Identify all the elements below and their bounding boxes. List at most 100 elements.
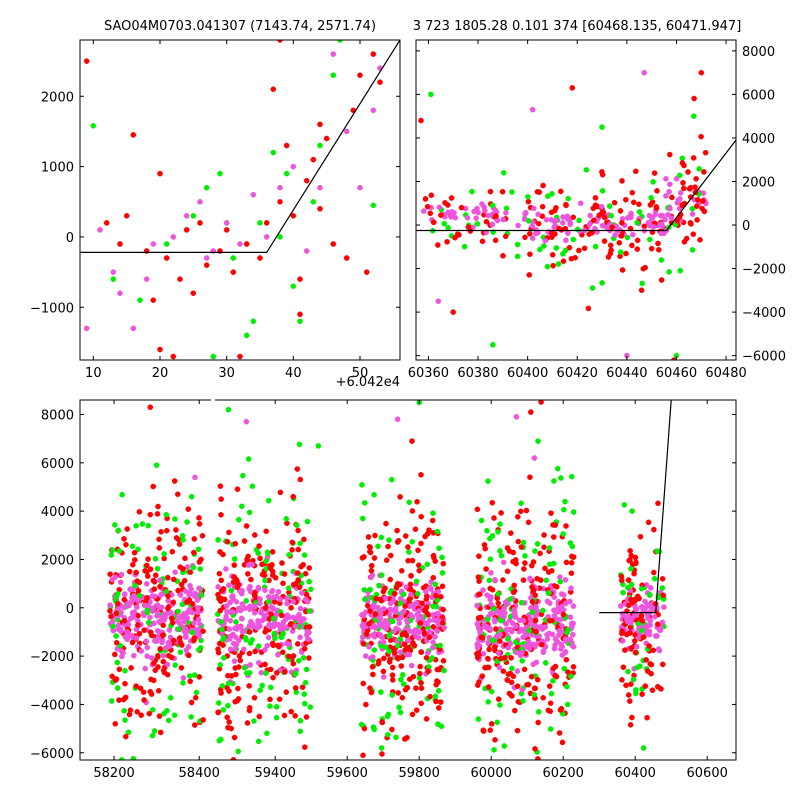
data-point — [474, 654, 481, 661]
data-point — [246, 586, 253, 592]
data-point — [124, 526, 130, 532]
data-point — [323, 135, 330, 142]
data-point — [514, 727, 521, 734]
data-point — [662, 216, 668, 223]
data-point — [147, 511, 154, 518]
data-point — [294, 641, 301, 647]
data-point — [406, 549, 412, 555]
x-tick-label: 60600 — [687, 766, 728, 781]
data-point — [429, 517, 436, 524]
y-tick-label: −4000 — [742, 306, 786, 321]
data-point — [525, 198, 532, 205]
data-point — [681, 185, 687, 192]
data-point — [409, 711, 416, 718]
data-point — [646, 602, 653, 609]
data-point — [458, 204, 465, 211]
data-point — [230, 593, 236, 599]
data-point — [655, 500, 661, 507]
data-point — [644, 668, 651, 675]
data-point — [251, 610, 258, 616]
data-point — [217, 483, 224, 489]
data-point — [297, 311, 303, 318]
data-point — [514, 241, 521, 248]
data-point — [183, 212, 190, 219]
data-point — [440, 658, 447, 664]
data-point — [654, 605, 660, 611]
data-point — [507, 530, 514, 536]
data-point — [110, 618, 116, 625]
data-point — [251, 718, 257, 724]
data-point — [636, 595, 642, 602]
data-point — [497, 702, 503, 708]
data-point — [241, 664, 248, 671]
data-point — [119, 648, 125, 655]
data-point — [485, 699, 492, 705]
data-point — [416, 567, 423, 574]
data-point — [130, 755, 137, 760]
data-point — [241, 538, 248, 544]
data-point — [136, 630, 143, 637]
data-point — [298, 590, 305, 596]
data-point — [549, 251, 556, 258]
data-point — [653, 203, 660, 210]
data-point — [442, 199, 448, 206]
data-point — [435, 611, 442, 618]
data-point — [628, 681, 634, 688]
data-point — [256, 713, 263, 720]
data-point — [153, 462, 160, 469]
data-point — [433, 698, 439, 705]
data-point — [464, 214, 471, 221]
data-point — [269, 549, 276, 555]
data-point — [599, 124, 605, 130]
data-point — [526, 218, 532, 224]
data-point — [674, 199, 681, 206]
data-point — [620, 638, 626, 644]
data-point — [220, 655, 227, 661]
data-point — [148, 655, 155, 661]
data-point — [377, 596, 383, 603]
data-point — [128, 599, 135, 605]
data-point — [398, 663, 405, 669]
data-point — [475, 716, 482, 722]
y-tick-label: 2000 — [742, 175, 775, 190]
data-point — [611, 199, 618, 206]
data-point — [508, 628, 515, 635]
data-point — [196, 621, 203, 628]
data-point — [301, 552, 308, 558]
data-point — [246, 629, 253, 635]
data-point — [551, 224, 557, 230]
data-point — [229, 609, 236, 615]
data-point — [492, 207, 498, 213]
data-point — [429, 644, 436, 651]
data-point — [690, 231, 697, 237]
x-tick-label: 60360 — [408, 366, 449, 381]
data-point — [257, 596, 263, 602]
data-point — [608, 212, 615, 219]
data-point — [563, 201, 569, 208]
data-point — [224, 539, 231, 545]
plot-frame — [415, 39, 737, 361]
data-point — [518, 508, 524, 515]
data-point — [501, 743, 508, 749]
data-point — [277, 489, 284, 496]
data-point — [223, 566, 229, 572]
data-point — [244, 571, 251, 577]
data-point — [469, 188, 475, 195]
data-point — [146, 710, 153, 717]
data-point — [262, 577, 268, 584]
data-point — [403, 625, 410, 632]
data-point — [648, 245, 655, 252]
data-point — [693, 175, 699, 182]
data-point — [266, 623, 273, 630]
data-point — [145, 522, 151, 529]
data-point — [409, 602, 416, 608]
data-point — [628, 581, 635, 588]
data-point — [361, 587, 368, 593]
data-point — [605, 254, 612, 260]
data-point — [238, 503, 245, 510]
data-point — [497, 631, 504, 638]
data-point — [394, 539, 401, 545]
data-point — [497, 638, 503, 644]
data-point — [156, 536, 162, 543]
data-point — [439, 583, 446, 590]
